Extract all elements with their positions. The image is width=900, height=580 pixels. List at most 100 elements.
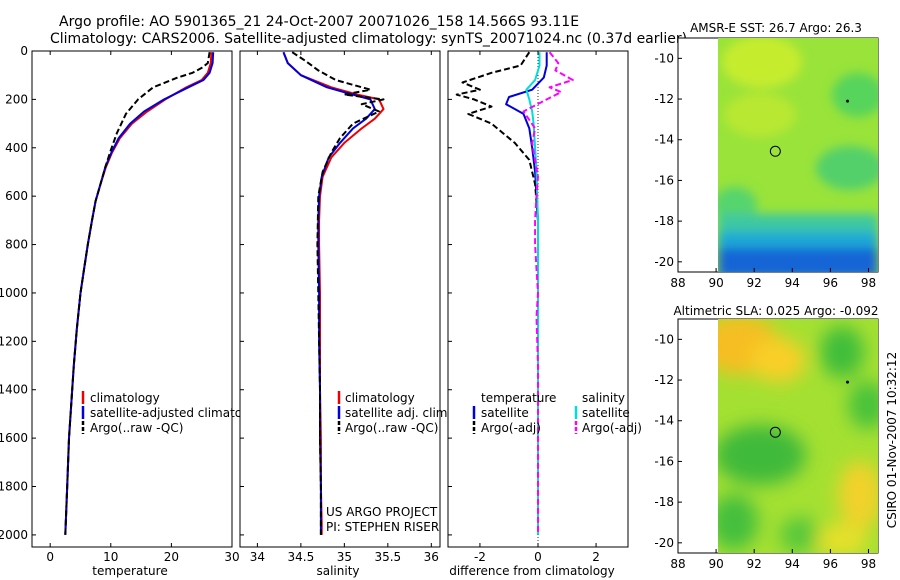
salinity-xlabel: salinity	[316, 564, 359, 578]
sst-cold-band	[718, 248, 878, 272]
depth-tick-label: 200	[5, 92, 28, 106]
map-y-tick-label: -14	[654, 133, 674, 147]
secondary-marker	[846, 380, 850, 384]
difference-legend: temperature satellite Argo(-adj) salinit…	[472, 391, 642, 435]
header-line-2: Climatology: CARS2006. Satellite-adjuste…	[50, 31, 687, 47]
temperature-xlabel: temperature	[92, 564, 167, 578]
sla-map-panel: Altimetric SLA: 0.025 Argo: -0.092 88 90 9…	[654, 304, 878, 571]
map-y-tick-label: -12	[654, 373, 674, 387]
legend-label-climatology: climatology	[90, 391, 160, 405]
series-argo-raw-qc	[291, 51, 385, 535]
sst-warm-patch	[722, 38, 802, 88]
map-y-tick-label: -14	[654, 414, 674, 428]
sla-high-patch	[838, 461, 878, 529]
map-y-tick-label: -18	[654, 495, 674, 509]
temperature-legend: climatology satellite-adjusted climatolo…	[81, 391, 268, 435]
difference-xlabel: difference from climatology	[449, 564, 615, 578]
map-y-tick-label: -12	[654, 92, 674, 106]
legend-label-climatology: climatology	[345, 391, 415, 405]
x-tick-label: 10	[103, 550, 118, 564]
salinity-panel: 34 34.5 35 35.5 36 salinity climatology sate…	[239, 50, 451, 578]
header-line-1: Argo profile: AO 5901365_21 24-Oct-2007 …	[59, 14, 579, 30]
sla-heatmap	[718, 319, 878, 553]
pi-annotation: PI: STEPHEN RISER	[326, 520, 439, 534]
depth-tick-label: 1400	[0, 383, 28, 397]
legend-title-temperature: temperature	[481, 391, 556, 405]
sst-map-panel: AMSR-E SST: 26.7 Argo: 26.3 88 90 92 94 96 98…	[654, 21, 879, 290]
series-salinity-argo-adj	[522, 51, 574, 535]
map-y-tick-label: -20	[654, 255, 674, 269]
argo-location-marker	[769, 145, 781, 157]
legend-label-satellite-adjusted: satellite-adjusted climatology	[90, 406, 268, 420]
sla-low-patch	[718, 494, 758, 550]
sla-low-patch	[820, 326, 864, 378]
depth-tick-label: 1200	[0, 334, 28, 348]
argo-location-marker	[769, 426, 781, 438]
footer-stamp: CSIRO 01-Nov-2007 10:32:12	[885, 352, 899, 528]
depth-tick-label: 2000	[0, 528, 28, 542]
map-x-tick-label: 90	[708, 557, 723, 571]
x-tick-label: 35.5	[374, 550, 401, 564]
map-y-tick-label: -16	[654, 173, 674, 187]
sla-low-patch	[848, 381, 878, 429]
series-argo-raw-qc	[64, 52, 211, 535]
map-x-tick-label: 88	[670, 557, 685, 571]
legend-label-temp-argo: Argo(-adj)	[481, 421, 541, 435]
temperature-panel: 0 200 400 600 800 1000 1200 1400 1600 1800 2000 0 1…	[0, 44, 268, 578]
sst-warm-patch	[724, 93, 796, 137]
legend-label-argo: Argo(..raw -QC)	[345, 421, 438, 435]
temperature-axes-frame	[31, 50, 233, 548]
salinity-legend: climatology satellite adj. clim. Argo(..…	[337, 391, 451, 435]
depth-tick-label: 0	[20, 44, 28, 58]
sla-low-patch	[718, 425, 806, 485]
map-x-tick-label: 92	[747, 557, 762, 571]
legend-label-sal-argo: Argo(-adj)	[582, 421, 642, 435]
depth-tick-label: 1000	[0, 286, 28, 300]
temperature-lines	[64, 52, 215, 535]
depth-axis: 0 200 400 600 800 1000 1200 1400 1600 1800 2000	[0, 44, 36, 542]
sla-map-axes: 88 90 92 94 96 98 -10 -12 -14 -16 -18 -20	[654, 332, 876, 571]
legend-title-salinity: salinity	[582, 391, 625, 405]
map-y-tick-label: -10	[654, 332, 674, 346]
salinity-axes-frame	[239, 50, 441, 548]
map-x-tick-label: 96	[823, 276, 838, 290]
map-x-tick-label: 92	[747, 276, 762, 290]
legend-label-argo: Argo(..raw -QC)	[90, 421, 183, 435]
map-y-tick-label: -16	[654, 454, 674, 468]
sla-low-patch	[780, 517, 820, 553]
x-tick-label: 20	[164, 550, 179, 564]
x-tick-label: 35	[337, 550, 352, 564]
x-tick-label: 36	[424, 550, 439, 564]
sst-cold-band	[718, 232, 878, 252]
map-x-tick-label: 94	[785, 276, 800, 290]
legend-label-temp-satellite: satellite	[481, 406, 529, 420]
sst-front-band	[718, 214, 878, 236]
depth-tick-label: 400	[5, 141, 28, 155]
legend-label-sal-satellite: satellite	[582, 406, 630, 420]
salinity-x-axis: 34 34.5 35 35.5 36	[240, 50, 439, 564]
x-tick-label: 2	[592, 550, 600, 564]
map-y-tick-label: -10	[654, 51, 674, 65]
depth-tick-label: 600	[5, 189, 28, 203]
x-tick-label: 34.5	[288, 550, 315, 564]
salinity-lines	[282, 51, 385, 535]
map-x-tick-label: 94	[785, 557, 800, 571]
depth-tick-label: 1600	[0, 431, 28, 445]
map-y-tick-label: -20	[654, 536, 674, 550]
sla-map-title: Altimetric SLA: 0.025 Argo: -0.092	[673, 304, 878, 318]
sst-heatmap	[718, 38, 878, 272]
x-tick-label: 30	[224, 550, 239, 564]
difference-panel: -2 0 2 difference from climatology tempera…	[447, 50, 642, 578]
x-tick-label: -2	[474, 550, 486, 564]
sst-map-title: AMSR-E SST: 26.7 Argo: 26.3	[690, 21, 862, 35]
secondary-marker	[846, 99, 850, 103]
x-tick-label: 34	[250, 550, 265, 564]
x-tick-label: 0	[534, 550, 542, 564]
sst-cool-patch	[718, 187, 757, 223]
map-x-tick-label: 98	[861, 276, 876, 290]
temperature-x-axis: 0 10 20 30	[46, 51, 240, 564]
project-annotation: US ARGO PROJECT	[326, 505, 438, 519]
sst-cool-patch	[832, 73, 878, 117]
map-y-tick-label: -18	[654, 214, 674, 228]
